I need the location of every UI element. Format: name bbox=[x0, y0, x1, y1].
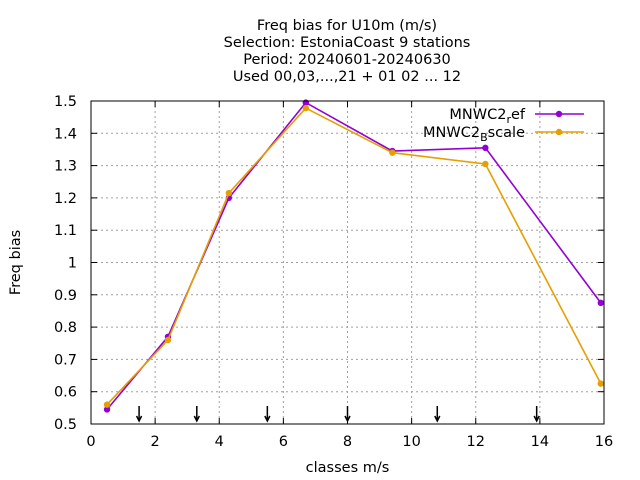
y-tick-label: 1.2 bbox=[54, 191, 77, 207]
series-line bbox=[106, 101, 602, 411]
chart-title: Freq bias for U10m (m/s)Selection: Eston… bbox=[224, 18, 471, 85]
data-point bbox=[103, 401, 111, 408]
y-tick-label: 1 bbox=[68, 256, 77, 272]
plot-frame bbox=[90, 100, 605, 425]
x-tick-label: 12 bbox=[467, 434, 485, 450]
title-line: Used 00,03,...,21 + 01 02 ... 12 bbox=[233, 69, 461, 85]
data-point bbox=[597, 380, 604, 387]
title-line: Selection: EstoniaCoast 9 stations bbox=[224, 35, 471, 51]
x-axis-label: classes m/s bbox=[306, 460, 390, 476]
x-tick-label: 2 bbox=[151, 434, 160, 450]
class-boundary-arrowhead bbox=[533, 415, 540, 423]
y-tick-label: 1.1 bbox=[54, 223, 77, 239]
data-point bbox=[225, 189, 233, 197]
title-line: Freq bias for U10m (m/s) bbox=[257, 18, 437, 34]
legend-entry-label: MNWC2ref bbox=[449, 107, 525, 126]
y-tick-label: 0.5 bbox=[54, 417, 77, 433]
x-tick-label: 8 bbox=[343, 434, 352, 450]
y-tick-label: 0.9 bbox=[54, 288, 77, 304]
series-line bbox=[106, 107, 602, 406]
class-boundary-markers bbox=[135, 406, 540, 423]
data-point bbox=[103, 406, 111, 413]
data-point bbox=[389, 149, 396, 156]
data-point bbox=[302, 104, 310, 112]
x-tick-label: 0 bbox=[86, 434, 95, 450]
data-point bbox=[164, 336, 172, 344]
data-point bbox=[482, 144, 489, 152]
axis-ticks: 0.5 0.6 0.7 0.8 0.9 1 1.1 1.2 1.3 1.4 1.5 0 2 4 6 8 10 12… bbox=[54, 94, 613, 450]
legend-marker bbox=[555, 110, 563, 118]
title-line: Period: 20240601-20240630 bbox=[243, 52, 451, 68]
series-lines bbox=[103, 99, 604, 413]
x-tick-label: 4 bbox=[215, 434, 224, 450]
y-tick-label: 1.5 bbox=[54, 94, 77, 110]
x-tick-label: 10 bbox=[402, 434, 420, 450]
class-boundary-arrowhead bbox=[135, 415, 143, 423]
y-tick-label: 0.8 bbox=[54, 320, 77, 336]
legend-marker bbox=[555, 128, 563, 136]
data-point bbox=[597, 299, 604, 307]
y-tick-label: 0.7 bbox=[54, 352, 77, 368]
data-point bbox=[482, 160, 489, 168]
y-tick-label: 0.6 bbox=[54, 385, 77, 401]
class-boundary-arrowhead bbox=[344, 415, 351, 423]
class-boundary-arrowhead bbox=[264, 415, 271, 423]
class-boundary-arrowhead bbox=[434, 415, 441, 423]
x-tick-label: 6 bbox=[279, 434, 288, 450]
data-point bbox=[302, 99, 310, 106]
legend-entry-label: MNWC2Bscale bbox=[423, 125, 525, 144]
x-tick-label: 14 bbox=[531, 434, 549, 450]
y-tick-label: 1.4 bbox=[54, 126, 77, 142]
x-tick-label: 16 bbox=[595, 434, 613, 450]
y-axis-label: Freq bias bbox=[8, 230, 24, 295]
grid bbox=[91, 101, 604, 424]
class-boundary-arrowhead bbox=[193, 415, 200, 423]
y-tick-label: 1.3 bbox=[54, 159, 77, 175]
